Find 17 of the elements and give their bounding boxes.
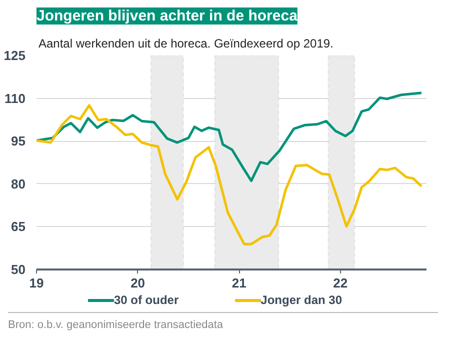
line-series (36, 92, 423, 182)
y-tick-label: 80 (11, 176, 26, 192)
chart-subtitle: Aantal werkenden uit de horeca. Geïndexeerd op 2019. (38, 36, 334, 50)
chart-title: Jongeren blijven achter in de horeca (36, 8, 298, 24)
x-tick-label: 19 (29, 276, 44, 290)
legend-label: 30 of ouder (114, 292, 179, 309)
y-tick-label: 50 (11, 262, 26, 277)
y-tick-label: 65 (11, 219, 26, 234)
x-tick-label: 22 (333, 276, 348, 290)
y-tick-label: 95 (11, 134, 26, 149)
legend-label: Jonger dan 30 (260, 292, 342, 309)
y-tick-label: 125 (4, 48, 26, 63)
x-tick-label: 20 (130, 276, 146, 290)
line-series (36, 104, 423, 246)
x-tick-label: 21 (232, 276, 246, 290)
y-tick-label: 110 (4, 90, 26, 106)
text: Bron: o.b.v. geanonimiseerde transactiedata (8, 312, 438, 334)
